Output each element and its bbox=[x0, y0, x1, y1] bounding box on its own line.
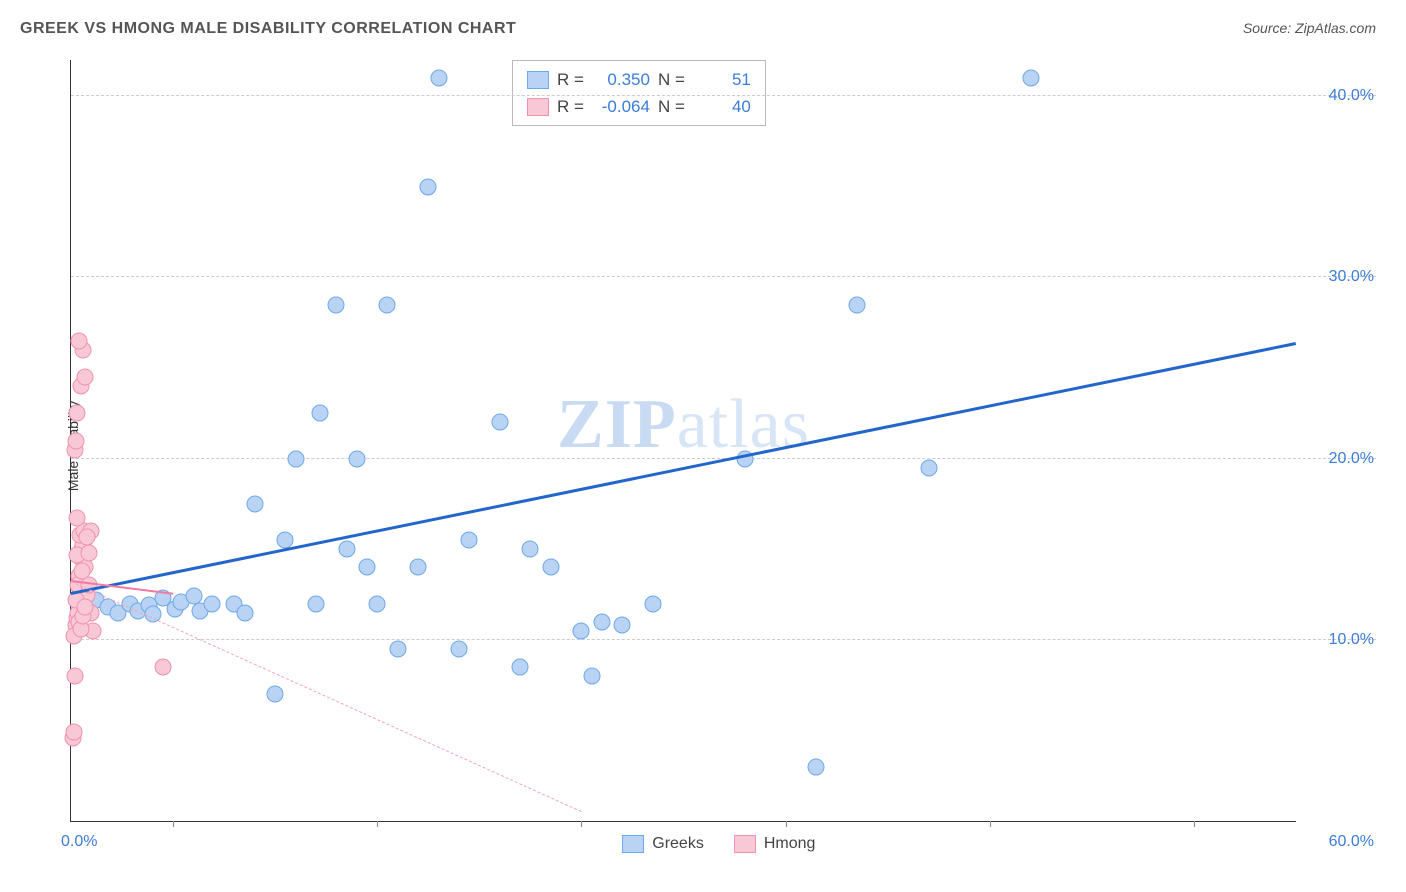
data-point bbox=[246, 495, 263, 512]
data-point bbox=[77, 369, 94, 386]
data-point bbox=[849, 296, 866, 313]
data-point bbox=[614, 617, 631, 634]
trend-line bbox=[71, 342, 1297, 595]
data-point bbox=[920, 459, 937, 476]
source-label: Source: ZipAtlas.com bbox=[1243, 20, 1376, 36]
legend-label-hmong: Hmong bbox=[764, 835, 816, 853]
data-point bbox=[491, 414, 508, 431]
data-point bbox=[77, 599, 94, 616]
data-point bbox=[522, 541, 539, 558]
data-point bbox=[81, 544, 98, 561]
gridline bbox=[71, 276, 1376, 277]
data-point bbox=[1022, 70, 1039, 87]
y-tick-label: 40.0% bbox=[1329, 87, 1374, 105]
series-legend: Greeks Hmong bbox=[622, 835, 815, 853]
data-point bbox=[69, 405, 86, 422]
data-point bbox=[644, 595, 661, 612]
data-point bbox=[808, 758, 825, 775]
data-point bbox=[410, 559, 427, 576]
swatch-greeks-2 bbox=[622, 835, 644, 853]
y-tick-label: 30.0% bbox=[1329, 268, 1374, 286]
data-point bbox=[338, 541, 355, 558]
stats-row-hmong: R = -0.064 N = 40 bbox=[527, 93, 751, 120]
gridline bbox=[71, 95, 1376, 96]
data-point bbox=[69, 510, 86, 527]
data-point bbox=[79, 528, 96, 545]
data-point bbox=[450, 640, 467, 657]
data-point bbox=[236, 604, 253, 621]
data-point bbox=[593, 613, 610, 630]
data-point bbox=[66, 724, 83, 741]
data-point bbox=[74, 562, 91, 579]
r-val-greeks: 0.350 bbox=[592, 66, 650, 93]
x-tick bbox=[581, 821, 582, 827]
y-tick-label: 20.0% bbox=[1329, 450, 1374, 468]
data-point bbox=[359, 559, 376, 576]
data-point bbox=[583, 668, 600, 685]
data-point bbox=[154, 659, 171, 676]
legend-item-greeks: Greeks bbox=[622, 835, 704, 853]
data-point bbox=[348, 450, 365, 467]
data-point bbox=[71, 332, 88, 349]
data-point bbox=[308, 595, 325, 612]
x-tick bbox=[377, 821, 378, 827]
x-tick bbox=[990, 821, 991, 827]
data-point bbox=[68, 432, 85, 449]
data-point bbox=[328, 296, 345, 313]
data-point bbox=[203, 595, 220, 612]
data-point bbox=[267, 686, 284, 703]
n-label: N = bbox=[658, 66, 685, 93]
x-max-label: 60.0% bbox=[1329, 833, 1374, 851]
x-tick bbox=[173, 821, 174, 827]
trend-line bbox=[71, 581, 582, 812]
stats-legend: R = 0.350 N = 51 R = -0.064 N = 40 bbox=[512, 60, 766, 126]
n-val-hmong: 40 bbox=[693, 93, 751, 120]
n-val-greeks: 51 bbox=[693, 66, 751, 93]
watermark: ZIPatlas bbox=[557, 385, 810, 465]
swatch-hmong-2 bbox=[734, 835, 756, 853]
chart-container: GREEK VS HMONG MALE DISABILITY CORRELATI… bbox=[20, 20, 1386, 872]
data-point bbox=[573, 622, 590, 639]
data-point bbox=[512, 659, 529, 676]
gridline bbox=[71, 639, 1376, 640]
r-label: R = bbox=[557, 66, 584, 93]
data-point bbox=[287, 450, 304, 467]
watermark-bold: ZIP bbox=[557, 386, 677, 463]
swatch-greeks bbox=[527, 71, 549, 89]
x-origin-label: 0.0% bbox=[61, 833, 97, 851]
data-point bbox=[312, 405, 329, 422]
chart-title: GREEK VS HMONG MALE DISABILITY CORRELATI… bbox=[20, 20, 1386, 38]
data-point bbox=[461, 532, 478, 549]
r-label-2: R = bbox=[557, 93, 584, 120]
x-tick bbox=[1194, 821, 1195, 827]
plot-area: ZIPatlas R = 0.350 N = 51 R = -0.064 N =… bbox=[70, 60, 1296, 822]
r-val-hmong: -0.064 bbox=[592, 93, 650, 120]
data-point bbox=[67, 668, 84, 685]
data-point bbox=[389, 640, 406, 657]
data-point bbox=[420, 178, 437, 195]
swatch-hmong bbox=[527, 98, 549, 116]
y-tick-label: 10.0% bbox=[1329, 631, 1374, 649]
data-point bbox=[379, 296, 396, 313]
data-point bbox=[369, 595, 386, 612]
legend-label-greeks: Greeks bbox=[652, 835, 704, 853]
stats-row-greeks: R = 0.350 N = 51 bbox=[527, 66, 751, 93]
data-point bbox=[430, 70, 447, 87]
legend-item-hmong: Hmong bbox=[734, 835, 816, 853]
data-point bbox=[542, 559, 559, 576]
n-label-2: N = bbox=[658, 93, 685, 120]
x-tick bbox=[786, 821, 787, 827]
